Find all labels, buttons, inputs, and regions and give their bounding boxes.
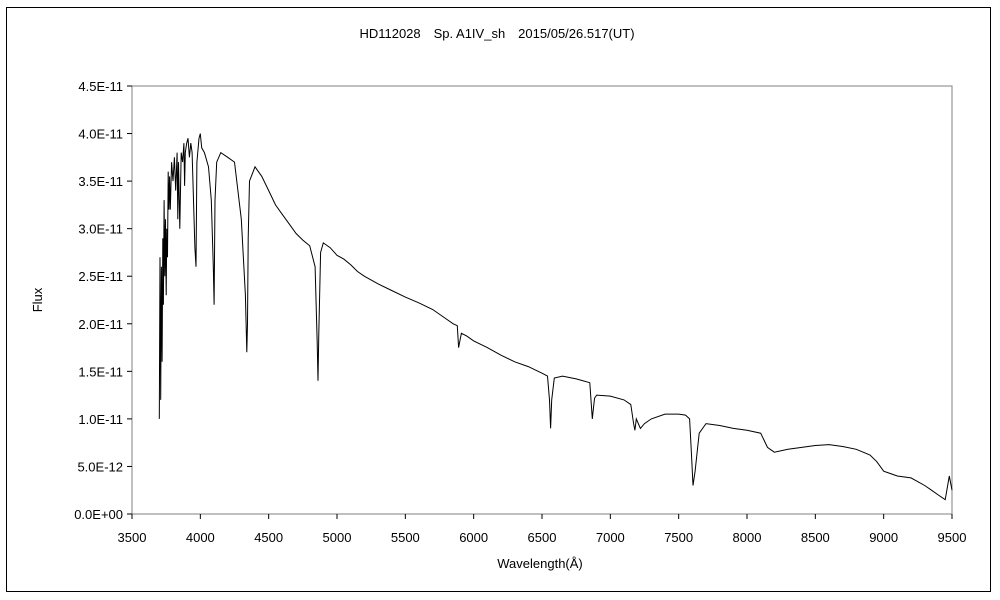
- x-tick-label: 9000: [869, 530, 898, 545]
- x-tick-label: 9500: [938, 530, 967, 545]
- x-tick-label: 7500: [664, 530, 693, 545]
- x-axis-label: Wavelength(Å): [497, 556, 583, 571]
- y-tick-label: 1.5E-11: [78, 364, 123, 379]
- x-tick-label: 8500: [801, 530, 830, 545]
- y-tick-label: 4.0E-11: [78, 127, 123, 142]
- x-axis: 3500 4000 4500 5000 5500 6000 6500 7000 7500 8000…: [118, 514, 967, 545]
- y-axis-label: Flux: [30, 287, 45, 312]
- x-tick-label: 5500: [391, 530, 420, 545]
- x-tick-label: 8000: [733, 530, 762, 545]
- x-tick-label: 5000: [323, 530, 352, 545]
- y-axis: 0.0E+00 5.0E-12 1.0E-11 1.5E-11 2.0E-11 2.5E-…: [74, 79, 132, 522]
- x-tick-label: 7000: [596, 530, 625, 545]
- y-tick-label: 3.5E-11: [78, 174, 123, 189]
- y-tick-label: 2.0E-11: [78, 317, 123, 332]
- spectrum-series-line: [158, 133, 953, 501]
- y-tick-label: 1.0E-11: [78, 412, 123, 427]
- plot-area: [131, 85, 953, 515]
- x-tick-label: 3500: [118, 530, 147, 545]
- y-tick-label: 5.0E-12: [77, 459, 123, 474]
- y-tick-label: 0.0E+00: [74, 507, 123, 522]
- x-tick-label: 6000: [459, 530, 488, 545]
- y-tick-label: 3.0E-11: [78, 222, 123, 237]
- x-tick-label: 6500: [528, 530, 557, 545]
- y-tick-label: 2.5E-11: [78, 269, 123, 284]
- x-tick-label: 4000: [186, 530, 215, 545]
- x-tick-label: 4500: [254, 530, 283, 545]
- chart-frame: [6, 7, 991, 592]
- chart-title: HD112028 Sp. A1IV_sh 2015/05/26.517(UT): [359, 26, 634, 41]
- y-tick-label: 4.5E-11: [78, 79, 123, 94]
